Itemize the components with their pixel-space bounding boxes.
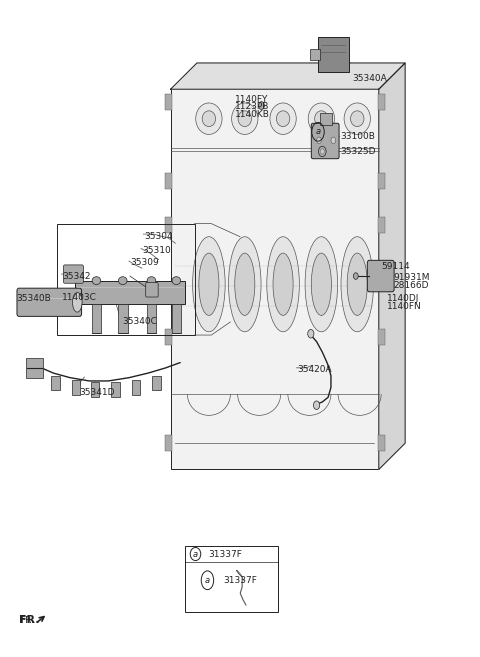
Bar xyxy=(185,546,278,612)
Text: 35342: 35342 xyxy=(62,271,90,281)
Ellipse shape xyxy=(312,253,331,315)
Ellipse shape xyxy=(305,237,337,332)
Text: 35304: 35304 xyxy=(144,231,173,240)
Ellipse shape xyxy=(270,103,296,135)
Bar xyxy=(165,436,171,451)
Ellipse shape xyxy=(317,137,322,144)
Text: 59114: 59114 xyxy=(381,261,410,271)
Text: 91931M: 91931M xyxy=(393,273,430,282)
Ellipse shape xyxy=(147,277,156,284)
Text: 35325D: 35325D xyxy=(340,147,376,156)
Polygon shape xyxy=(379,63,405,470)
Ellipse shape xyxy=(350,111,364,127)
FancyBboxPatch shape xyxy=(367,260,394,292)
Text: 35340B: 35340B xyxy=(16,294,51,304)
FancyBboxPatch shape xyxy=(26,358,43,378)
Text: 31337F: 31337F xyxy=(208,549,242,558)
Ellipse shape xyxy=(313,401,320,409)
Ellipse shape xyxy=(196,103,222,135)
Bar xyxy=(165,328,171,344)
Ellipse shape xyxy=(321,149,324,154)
Text: 35341D: 35341D xyxy=(80,388,115,397)
Bar xyxy=(118,304,128,333)
Text: a: a xyxy=(193,549,198,558)
Text: 11403C: 11403C xyxy=(62,293,97,302)
Text: 35340C: 35340C xyxy=(123,317,157,327)
Ellipse shape xyxy=(267,237,300,332)
Bar xyxy=(170,89,379,470)
Ellipse shape xyxy=(331,137,336,144)
Ellipse shape xyxy=(308,329,314,338)
Text: 35420A: 35420A xyxy=(298,365,332,374)
Text: 35340A: 35340A xyxy=(352,74,387,83)
Bar xyxy=(57,223,194,335)
Ellipse shape xyxy=(315,111,328,127)
Text: 1140KB: 1140KB xyxy=(235,110,270,120)
Polygon shape xyxy=(170,63,405,89)
Text: a: a xyxy=(205,576,210,585)
Text: 35310: 35310 xyxy=(142,246,170,255)
Text: 1140DJ: 1140DJ xyxy=(387,294,420,304)
Bar xyxy=(132,380,141,395)
Ellipse shape xyxy=(319,147,326,157)
FancyBboxPatch shape xyxy=(312,124,339,159)
FancyBboxPatch shape xyxy=(318,37,348,72)
Ellipse shape xyxy=(308,103,335,135)
Text: 33100B: 33100B xyxy=(340,132,375,141)
Bar xyxy=(165,217,171,233)
Ellipse shape xyxy=(72,292,82,312)
FancyBboxPatch shape xyxy=(63,265,84,283)
Bar xyxy=(378,436,384,451)
Bar xyxy=(378,328,384,344)
Bar xyxy=(92,304,101,333)
Bar xyxy=(152,376,160,390)
Ellipse shape xyxy=(273,253,293,315)
Bar xyxy=(378,217,384,233)
Text: 28166D: 28166D xyxy=(393,281,429,290)
Text: 1123PB: 1123PB xyxy=(235,102,270,112)
Bar xyxy=(75,281,185,304)
Text: 31337F: 31337F xyxy=(223,576,257,585)
Ellipse shape xyxy=(353,273,358,279)
Bar xyxy=(165,95,171,110)
Ellipse shape xyxy=(228,237,261,332)
Bar xyxy=(165,173,171,189)
Ellipse shape xyxy=(172,277,180,284)
Bar xyxy=(111,382,120,397)
Ellipse shape xyxy=(192,237,225,332)
Text: 1140FN: 1140FN xyxy=(387,302,422,311)
Ellipse shape xyxy=(276,111,290,127)
FancyBboxPatch shape xyxy=(146,283,158,297)
Text: a: a xyxy=(315,127,321,136)
FancyBboxPatch shape xyxy=(17,288,82,317)
Bar xyxy=(171,304,181,333)
Bar xyxy=(147,304,156,333)
Ellipse shape xyxy=(238,111,252,127)
Ellipse shape xyxy=(119,277,127,284)
Bar xyxy=(311,49,320,60)
Text: FR.: FR. xyxy=(19,615,39,625)
Bar xyxy=(321,114,332,125)
Ellipse shape xyxy=(202,111,216,127)
Ellipse shape xyxy=(232,103,258,135)
Text: 35309: 35309 xyxy=(130,258,159,267)
Ellipse shape xyxy=(199,253,219,315)
Ellipse shape xyxy=(344,103,371,135)
Ellipse shape xyxy=(235,253,255,315)
Bar xyxy=(378,95,384,110)
Text: FR.: FR. xyxy=(20,616,34,625)
Text: 1140FY: 1140FY xyxy=(235,95,269,104)
Bar xyxy=(51,376,60,390)
Bar xyxy=(378,173,384,189)
Bar xyxy=(91,382,99,397)
Ellipse shape xyxy=(259,102,264,110)
Bar xyxy=(72,380,80,395)
Ellipse shape xyxy=(347,253,367,315)
Ellipse shape xyxy=(341,237,373,332)
Ellipse shape xyxy=(92,277,101,284)
